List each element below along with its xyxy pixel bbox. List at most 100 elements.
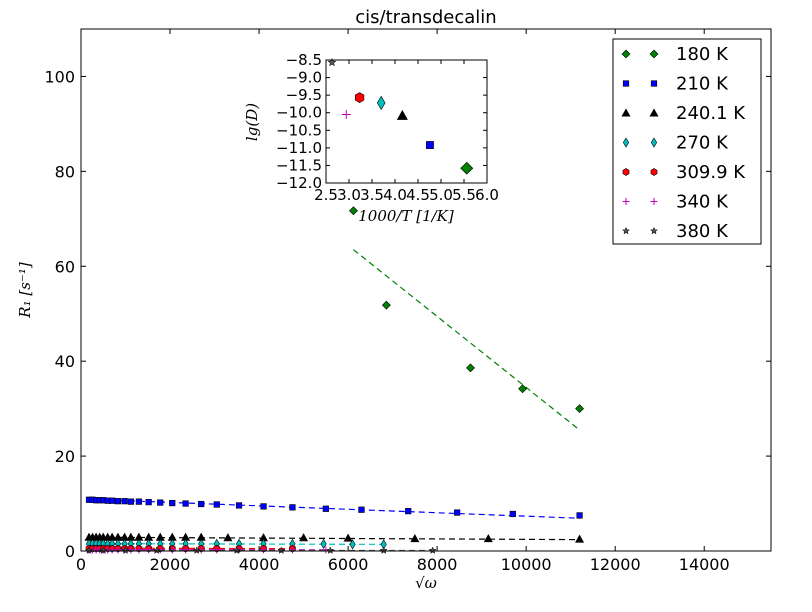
legend: 180 K 210 K 240.1 K 270 K 309.9 K 340 K 380 K [612,38,762,245]
data-point-0-2 [466,363,475,373]
data-point-3-21 [349,539,356,550]
data-point-1-11 [145,499,152,506]
data-point-6-2-shape [121,546,130,554]
data-point-1-12 [157,499,164,506]
inset-x-tick-label-2: 3.5 [360,186,384,204]
y-tick-label-0: 0 [65,542,75,561]
data-point-0-3 [518,384,528,394]
main-axes-ticks: 0 2000 4000 6000 8000 10000 12000 14000 0 20 40 60 8… [44,29,771,574]
data-point-0-1 [381,300,391,310]
data-point-1-19 [289,504,296,511]
legend-marker-a-1-shape [622,80,630,87]
legend-entry-6: 380 K [622,221,729,242]
data-point-2-22-shape [575,534,585,543]
data-point-6-3-shape [152,546,161,554]
y-axis-label: R₁ [s⁻¹] [16,262,34,319]
inset-x-tick-label-0: 2.5 [314,186,338,204]
legend-marker-b-5 [650,198,658,205]
legend-marker-a-6 [622,226,630,235]
inset-y-tick-label-6: −11.5 [276,156,322,174]
inset-point-1 [426,141,434,149]
data-point-1-14 [182,500,189,507]
data-point-6-3 [152,546,161,554]
data-point-2-20-shape [410,534,420,543]
inset-y-tick-label-3: −10.0 [276,104,322,122]
x-tick-label-1: 2000 [150,555,191,574]
data-point-3-20-shape [320,538,327,549]
data-point-6-0 [85,546,93,554]
legend-label-4: 309.9 K [676,162,746,183]
data-point-2-22 [575,534,585,543]
inset-marks [327,57,474,175]
inset-y-tick-label-7: −12.0 [276,174,322,192]
data-point-1-8-shape [121,498,128,505]
series-1 [85,496,583,519]
x-tick-label-3: 6000 [328,555,369,574]
inset-y-label: lg(D) [243,103,261,141]
data-point-6-8-shape [379,546,388,554]
inset-point-5 [341,109,351,119]
legend-marker-a-2 [621,108,631,117]
data-point-6-9 [428,546,437,554]
data-point-1-17-shape [235,502,243,509]
legend-marker-b-2 [649,108,659,117]
inset-y-tick-label-2: −9.5 [286,86,322,104]
data-point-0-0-shape [349,206,358,216]
legend-marker-b-6 [650,226,658,235]
legend-entry-5: 340 K [622,192,729,213]
series-0 [349,206,585,431]
data-point-1-7 [114,498,122,505]
inset-point-0 [460,161,474,175]
data-point-1-25 [576,512,583,519]
fit-line-0 [353,249,580,431]
inset-point-4-shape [354,92,365,103]
inset-point-2 [396,109,408,120]
inset-y-tick-label-5: −11.0 [276,139,322,157]
data-point-1-24-shape [509,510,516,518]
inset-point-5-shape [341,109,351,119]
data-point-6-7-shape [326,546,335,554]
data-point-6-0-shape [85,546,93,554]
data-point-5-16-shape [213,546,221,554]
legend-marker-b-2-shape [649,108,659,117]
data-point-1-9-shape [127,498,134,505]
data-point-1-22-shape [405,508,412,515]
legend-marker-a-5 [622,198,630,205]
legend-marker-a-0-shape [621,49,631,59]
legend-marker-b-4 [650,168,658,176]
data-point-2-16 [223,533,233,542]
inset-point-1-shape [426,141,434,149]
y-tick-label-2: 40 [55,352,75,371]
legend-entry-2: 240.1 K [621,103,746,124]
data-point-1-23 [454,509,461,516]
data-point-1-10-shape [135,498,142,505]
x-tick-label-7: 14000 [679,555,730,574]
data-point-5-11-shape [145,546,153,554]
data-point-5-14-shape [182,546,190,554]
data-point-1-25-shape [576,512,583,519]
data-point-1-6-shape [109,497,116,504]
data-point-5-7 [114,546,122,554]
legend-marker-b-1 [650,80,658,87]
data-point-5-18 [260,546,268,554]
x-tick-label-2: 4000 [239,555,280,574]
data-point-5-14 [182,546,190,554]
data-point-1-11-shape [145,499,152,506]
inset-y-tick-label-0: −8.5 [286,51,322,69]
inset-point-6-shape [327,57,337,67]
data-point-2-19 [343,533,353,542]
inset-point-3 [376,95,386,110]
data-point-0-0 [349,206,358,216]
x-tick-label-4: 8000 [417,555,458,574]
data-point-0-1-shape [381,300,391,310]
fit-line-3 [89,543,384,545]
inset-x-tick-label-1: 3.0 [337,186,361,204]
data-point-0-4-shape [575,404,585,414]
data-point-1-16-shape [213,501,220,508]
data-point-6-9-shape [428,546,437,554]
legend-marker-b-5-shape [650,198,658,205]
legend-marker-a-4 [622,168,630,176]
data-point-1-13-shape [169,499,176,507]
legend-marker-a-6-shape [622,226,630,235]
data-point-5-10 [135,546,143,554]
